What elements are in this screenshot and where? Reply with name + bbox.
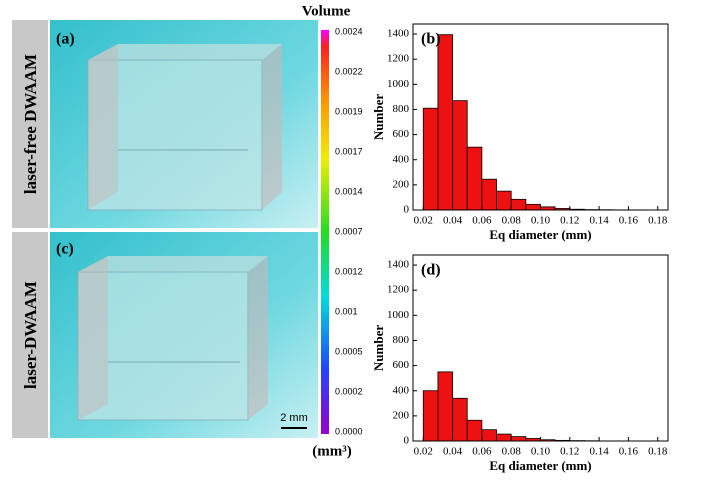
colorbar-label: 0.0007	[335, 226, 363, 236]
panel-label: (c)	[56, 241, 74, 258]
x-tick-label: 0.06	[472, 215, 492, 227]
bar	[482, 179, 497, 210]
x-tick-label: 0.10	[531, 215, 551, 227]
y-tick-label: 1400	[387, 28, 410, 40]
colorbar	[321, 30, 329, 434]
x-tick-label: 0.02	[414, 215, 433, 227]
y-tick-label: 400	[393, 153, 410, 165]
row-label: laser-DWAAM	[21, 281, 40, 389]
row-label: laser-free DWAAM	[21, 54, 40, 194]
bar	[467, 420, 482, 441]
x-tick-label: 0.06	[472, 446, 492, 458]
y-tick-label: 200	[393, 409, 410, 421]
y-axis-label: Number	[371, 325, 386, 371]
image-a	[50, 20, 318, 228]
bar	[453, 398, 468, 441]
x-tick-label: 0.16	[619, 215, 639, 227]
bar	[453, 101, 468, 210]
y-tick-label: 800	[393, 334, 410, 346]
scale-bar: 2 mm	[280, 412, 308, 424]
colorbar-label: 0.0022	[335, 66, 363, 76]
colorbar-label: 0.0019	[335, 106, 363, 116]
x-tick-label: 0.12	[560, 446, 579, 458]
x-tick-label: 0.18	[648, 215, 668, 227]
y-tick-label: 600	[393, 359, 410, 371]
y-tick-label: 1200	[387, 284, 410, 296]
colorbar-unit: (mm³)	[312, 443, 351, 459]
bar	[511, 199, 526, 210]
bar	[526, 204, 541, 210]
x-tick-label: 0.14	[589, 215, 609, 227]
y-tick-label: 1000	[387, 309, 410, 321]
bar	[438, 35, 453, 210]
y-axis-label: Number	[371, 94, 386, 140]
bar	[482, 430, 497, 441]
x-tick-label: 0.08	[502, 215, 522, 227]
bar	[423, 108, 438, 210]
colorbar-label: 0.0005	[335, 346, 363, 356]
y-tick-label: 0	[404, 435, 410, 447]
colorbar-label: 0.0017	[335, 146, 363, 156]
bar	[423, 391, 438, 441]
colorbar-label: 0.0014	[335, 186, 363, 196]
y-tick-label: 0	[404, 204, 410, 216]
bar	[438, 372, 453, 441]
x-tick-label: 0.04	[443, 446, 463, 458]
y-tick-label: 1400	[387, 259, 410, 271]
bar	[497, 191, 512, 210]
x-tick-label: 0.14	[589, 446, 609, 458]
colorbar-label: 0.0002	[335, 386, 363, 396]
bar	[467, 147, 482, 210]
x-tick-label: 0.04	[443, 215, 463, 227]
colorbar-title: Volume	[302, 3, 351, 19]
x-tick-label: 0.16	[619, 446, 639, 458]
x-axis-label: Eq diameter (mm)	[489, 458, 591, 473]
x-tick-label: 0.08	[502, 446, 522, 458]
colorbar-label: 0.001	[335, 306, 358, 316]
y-tick-label: 1200	[387, 53, 410, 65]
colorbar-label: 0.0024	[335, 26, 363, 36]
y-tick-label: 400	[393, 384, 410, 396]
image-c: 2 mm	[50, 232, 318, 438]
y-tick-label: 1000	[387, 78, 410, 90]
colorbar-label: 0.0000	[335, 426, 363, 436]
x-tick-label: 0.10	[531, 446, 551, 458]
y-tick-label: 600	[393, 128, 410, 140]
colorbar-label: 0.0012	[335, 266, 363, 276]
y-tick-label: 800	[393, 103, 410, 115]
y-tick-label: 200	[393, 178, 410, 190]
panel-label: (a)	[56, 31, 75, 48]
x-tick-label: 0.12	[560, 215, 579, 227]
panel-label: (d)	[421, 262, 441, 279]
x-axis-label: Eq diameter (mm)	[489, 227, 591, 242]
x-tick-label: 0.18	[648, 446, 668, 458]
bar	[497, 434, 512, 441]
panel-label: (b)	[421, 31, 441, 48]
x-tick-label: 0.02	[414, 446, 433, 458]
bar	[511, 437, 526, 441]
